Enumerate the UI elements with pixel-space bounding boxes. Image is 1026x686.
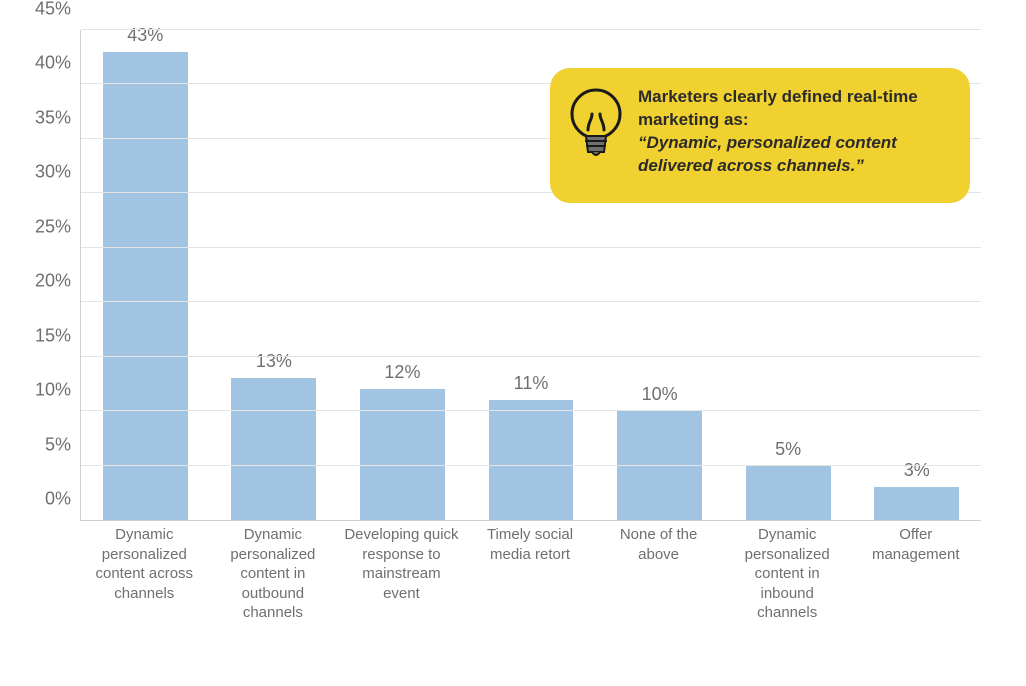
y-tick-label: 20%: [35, 271, 71, 292]
bar-slot: 43%: [81, 30, 210, 520]
x-tick-label: Offer management: [851, 525, 980, 623]
bar-value-label: 3%: [904, 460, 930, 481]
y-tick-label: 10%: [35, 380, 71, 401]
bar-value-label: 12%: [384, 362, 420, 383]
bar-value-label: 10%: [642, 384, 678, 405]
gridline: [81, 356, 981, 357]
bar-rect: [103, 52, 188, 520]
bar-value-label: 11%: [514, 373, 549, 394]
callout-text: Marketers clearly defined real-time mark…: [638, 86, 948, 178]
gridline: [81, 301, 981, 302]
y-tick-label: 0%: [45, 489, 71, 510]
bar-value-label: 43%: [127, 25, 163, 46]
x-tick-label: Timely social media retort: [466, 525, 595, 623]
insight-callout: Marketers clearly defined real-time mark…: [550, 68, 970, 203]
y-tick-label: 15%: [35, 325, 71, 346]
gridline: [81, 465, 981, 466]
gridline: [81, 247, 981, 248]
bar-rect: [489, 400, 574, 520]
callout-lead: Marketers clearly defined real-time mark…: [638, 87, 918, 129]
lightbulb-icon: [568, 86, 624, 176]
callout-quote: “Dynamic, personalized content delivered…: [638, 133, 897, 175]
x-tick-label: Developing quick response to mainstream …: [337, 525, 466, 623]
y-tick-label: 45%: [35, 0, 71, 20]
gridline: [81, 410, 981, 411]
bar-rect: [231, 378, 316, 520]
x-tick-label: None of the above: [594, 525, 723, 623]
y-tick-label: 5%: [45, 434, 71, 455]
bar-rect: [360, 389, 445, 520]
chart-container: 43% 13% 12% 11% 10% 5% 3% 0% 5% 10% 15% 20% 25% 30% 3…: [0, 0, 1026, 686]
x-axis-labels: Dynamic personalized content across chan…: [80, 525, 980, 623]
y-tick-label: 35%: [35, 107, 71, 128]
x-tick-label: Dynamic personalized content in inbound …: [723, 525, 852, 623]
bar-rect: [874, 487, 959, 520]
x-tick-label: Dynamic personalized content across chan…: [80, 525, 209, 623]
bar-value-label: 13%: [256, 351, 292, 372]
y-tick-label: 40%: [35, 53, 71, 74]
bar-slot: 12%: [338, 30, 467, 520]
y-tick-label: 25%: [35, 216, 71, 237]
y-tick-label: 30%: [35, 162, 71, 183]
bar-rect: [617, 411, 702, 520]
gridline: [81, 29, 981, 30]
x-tick-label: Dynamic personalized content in outbound…: [209, 525, 338, 623]
bar-rect: [746, 466, 831, 520]
bar-value-label: 5%: [775, 439, 801, 460]
bar-slot: 13%: [210, 30, 339, 520]
